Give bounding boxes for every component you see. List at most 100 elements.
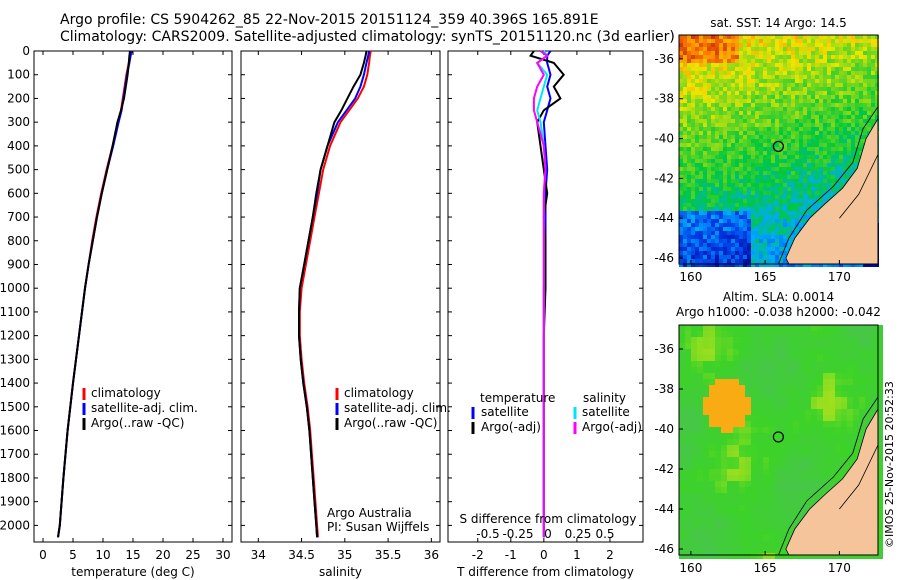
map-cell (781, 379, 787, 385)
map-cell (747, 123, 751, 127)
map-cell (867, 119, 871, 123)
map-cell (743, 235, 747, 239)
map-cell (683, 103, 687, 107)
map-cell (731, 39, 735, 43)
map-cell (795, 51, 799, 55)
map-cell (703, 475, 709, 481)
map-cell (799, 433, 805, 439)
map-cell (719, 211, 723, 215)
map-cell (711, 75, 715, 79)
map-cell (747, 139, 751, 143)
argo-position-marker (772, 431, 784, 443)
map-cell (699, 99, 703, 103)
map-cell (875, 79, 879, 83)
map-cell (769, 457, 775, 463)
map-cell (707, 243, 711, 247)
map-cell (799, 397, 805, 403)
map-cell (767, 239, 771, 243)
map-cell (767, 219, 771, 223)
map-cell (703, 59, 707, 63)
map-cell (843, 35, 847, 39)
map-cell (843, 155, 847, 159)
map-cell (697, 517, 703, 523)
map-cell (721, 421, 727, 427)
map-cell (735, 147, 739, 151)
map-cell (703, 439, 709, 445)
map-cell (811, 373, 817, 379)
map-cell (775, 337, 781, 343)
map-cell (847, 349, 853, 355)
map-cell (715, 535, 721, 541)
map-cell (721, 553, 727, 559)
map-cell (715, 147, 719, 151)
map-cell (715, 75, 719, 79)
x-tick-label: 35 (337, 548, 352, 562)
map-cell (827, 179, 831, 183)
map-cell (835, 439, 841, 445)
map-cell (775, 147, 779, 151)
map-cell (775, 83, 779, 87)
map-cell (723, 83, 727, 87)
map-cell (735, 43, 739, 47)
map-cell (791, 79, 795, 83)
map-cell (723, 55, 727, 59)
map-cell (733, 505, 739, 511)
map-cell (781, 355, 787, 361)
map-cell (719, 183, 723, 187)
map-cell (699, 83, 703, 87)
map-cell (759, 135, 763, 139)
map-cell (863, 127, 867, 131)
map-cell (877, 391, 883, 397)
map-cell (731, 235, 735, 239)
map-cell (735, 163, 739, 167)
map-cell (775, 195, 779, 199)
map-cell (695, 215, 699, 219)
map-cell (803, 175, 807, 179)
map-cell (759, 163, 763, 167)
map-cell (823, 75, 827, 79)
map-cell (697, 523, 703, 529)
map-cell (703, 187, 707, 191)
map-cell (691, 207, 695, 211)
map-cell (739, 469, 745, 475)
map-cell (727, 159, 731, 163)
map-cell (751, 391, 757, 397)
map-cell (739, 119, 743, 123)
map-cell (835, 75, 839, 79)
map-cell (787, 155, 791, 159)
map-cell (783, 79, 787, 83)
map-cell (733, 481, 739, 487)
map-cell (791, 163, 795, 167)
map-cell (865, 415, 871, 421)
map-cell (799, 139, 803, 143)
map-cell (703, 123, 707, 127)
map-cell (735, 231, 739, 235)
map-cell (843, 171, 847, 175)
map-cell (679, 535, 685, 541)
map-cell (799, 147, 803, 151)
map-cell (819, 39, 823, 43)
map-cell (715, 421, 721, 427)
map-cell (719, 39, 723, 43)
map-cell (685, 361, 691, 367)
map-cell (715, 83, 719, 87)
map-cell (747, 191, 751, 195)
map-cell (763, 529, 769, 535)
map-cell (751, 457, 757, 463)
map-cell (691, 547, 697, 553)
map-cell (829, 433, 835, 439)
map-cell (703, 195, 707, 199)
map-cell (767, 183, 771, 187)
map-cell (719, 227, 723, 231)
map-cell (739, 251, 743, 255)
map-cell (755, 143, 759, 147)
y-tick-label: 100 (7, 68, 30, 82)
map-cell (817, 349, 823, 355)
map-cell (787, 159, 791, 163)
map-cell (787, 91, 791, 95)
map-cell (747, 171, 751, 175)
map-cell (783, 47, 787, 51)
map-cell (771, 131, 775, 135)
map-cell (711, 67, 715, 71)
x-tick-label: 34.5 (288, 548, 315, 562)
